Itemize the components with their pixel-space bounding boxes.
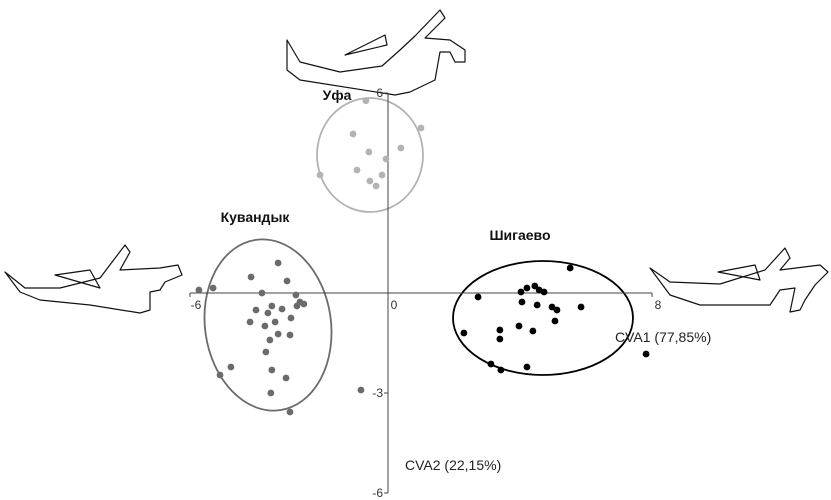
point <box>268 303 275 310</box>
point <box>266 337 273 344</box>
group-label: Уфа <box>323 87 352 103</box>
y-tick-label: -3 <box>372 386 383 400</box>
point <box>288 315 295 322</box>
point <box>383 156 390 163</box>
point <box>379 172 386 179</box>
y-tick-label: -6 <box>372 486 383 500</box>
point <box>279 306 286 313</box>
point <box>217 372 224 379</box>
point <box>567 265 574 272</box>
point <box>259 290 266 297</box>
point <box>262 323 269 330</box>
y-tick-label: 6 <box>376 86 383 100</box>
point <box>418 125 425 132</box>
point <box>358 387 365 394</box>
point <box>397 145 404 152</box>
y-axis-title: CVA2 (22,15%) <box>405 457 501 473</box>
point <box>283 375 290 382</box>
point <box>365 149 372 156</box>
point <box>529 328 536 335</box>
point <box>518 289 525 296</box>
point <box>475 294 482 301</box>
point <box>366 178 373 185</box>
group-label: Шигаево <box>489 227 550 243</box>
point <box>552 318 559 325</box>
point <box>272 319 279 326</box>
point <box>461 330 468 337</box>
point <box>496 336 503 343</box>
point <box>350 131 357 138</box>
point <box>263 349 270 356</box>
wing-outline <box>650 248 828 312</box>
point <box>247 319 254 326</box>
point <box>496 327 503 334</box>
point <box>275 331 282 338</box>
point <box>253 307 260 314</box>
point <box>373 183 380 190</box>
x-tick-label: 0 <box>391 298 398 312</box>
point <box>275 260 282 267</box>
point <box>284 278 291 285</box>
x-axis-title: CVA1 (77,85%) <box>615 329 711 345</box>
point <box>317 172 324 179</box>
point <box>488 361 495 368</box>
x-tick-label: -6 <box>191 298 202 312</box>
point <box>554 307 561 314</box>
x-tick-label: 8 <box>655 298 662 312</box>
point <box>519 299 526 306</box>
point <box>300 301 307 308</box>
point <box>516 323 523 330</box>
point <box>578 304 585 311</box>
point <box>541 289 548 296</box>
point <box>497 367 504 374</box>
point <box>294 303 301 310</box>
point <box>293 292 300 299</box>
point <box>534 302 541 309</box>
chart: -6 0 8 6 -3 -6 Уфа Кувандык Шигаево CVA1 (77,… <box>0 0 831 500</box>
wing-outline <box>287 10 465 95</box>
point <box>264 310 271 317</box>
point <box>210 285 217 292</box>
point <box>196 287 203 294</box>
point <box>524 285 531 292</box>
group-label: Кувандык <box>221 209 291 225</box>
point <box>643 351 650 358</box>
point <box>287 409 294 416</box>
point <box>228 364 235 371</box>
point <box>287 332 294 339</box>
ellipse <box>453 261 633 375</box>
wing-outline <box>5 245 182 313</box>
point <box>362 97 369 104</box>
point <box>268 367 275 374</box>
point <box>267 390 274 397</box>
point <box>354 167 361 174</box>
point <box>248 274 255 281</box>
point <box>524 364 531 371</box>
